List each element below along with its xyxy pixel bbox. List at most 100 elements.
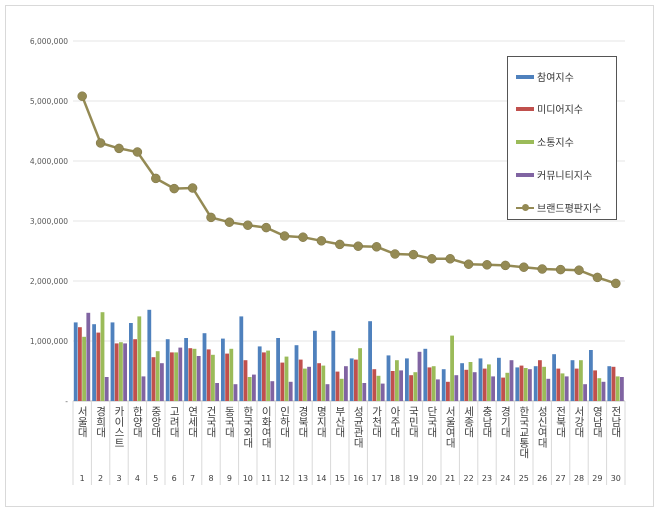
category-label: 이화여대 bbox=[260, 406, 272, 449]
line-point-7 bbox=[187, 183, 198, 193]
category-label: 서울대 bbox=[76, 406, 88, 438]
rank-label: 7 bbox=[190, 474, 195, 483]
bar-1-11 bbox=[257, 346, 262, 401]
bar-1-2 bbox=[92, 324, 96, 401]
y-tick-label: 2,000,000 bbox=[30, 277, 68, 286]
line-point-30 bbox=[611, 278, 621, 289]
rank-label: 3 bbox=[116, 474, 121, 483]
category-label: 연세대 bbox=[187, 406, 199, 438]
category-label: 동국대 bbox=[223, 406, 235, 438]
rank-label: 25 bbox=[519, 474, 529, 483]
bar-3-3 bbox=[119, 342, 123, 401]
bar-4-20 bbox=[436, 379, 440, 401]
legend-item-brand: 브랜드평판지수 bbox=[516, 200, 601, 215]
rank-label: 20 bbox=[427, 474, 437, 483]
rank-label: 12 bbox=[280, 474, 290, 483]
y-tick-label: 6,000,000 bbox=[30, 37, 68, 46]
bar-3-6 bbox=[174, 352, 178, 401]
bar-2-19 bbox=[409, 375, 413, 401]
bar-4-3 bbox=[123, 343, 127, 401]
legend-label: 커뮤니티지수 bbox=[537, 171, 593, 182]
bar-3-30 bbox=[615, 376, 620, 401]
bar-4-10 bbox=[252, 374, 256, 401]
bar-3-7 bbox=[192, 348, 197, 401]
legend: 참여지수 미디어지수 소통지수 커뮤니티지수 브랜드평판지수 bbox=[507, 56, 617, 220]
category-label: 한국외대 bbox=[242, 406, 254, 449]
legend-swatch bbox=[516, 139, 534, 144]
bar-4-14 bbox=[325, 384, 330, 401]
bar-3-11 bbox=[266, 350, 270, 401]
bar-2-22 bbox=[464, 369, 469, 401]
rank-label: 10 bbox=[243, 474, 253, 483]
line-point-24 bbox=[500, 260, 511, 271]
rank-label: 16 bbox=[353, 474, 363, 483]
line-point-11 bbox=[261, 222, 271, 233]
rank-label: 5 bbox=[153, 474, 158, 483]
bar-2-16 bbox=[354, 359, 358, 401]
bar-2-11 bbox=[262, 352, 266, 401]
bar-1-29 bbox=[589, 350, 593, 401]
legend-item-community: 커뮤니티지수 bbox=[516, 167, 592, 182]
bar-2-18 bbox=[390, 371, 395, 401]
bar-4-26 bbox=[546, 378, 551, 401]
bar-1-9 bbox=[221, 338, 225, 401]
line-point-9 bbox=[224, 217, 235, 227]
bar-3-23 bbox=[487, 364, 491, 401]
bar-2-9 bbox=[225, 353, 229, 401]
bar-3-10 bbox=[247, 377, 252, 401]
bar-1-7 bbox=[184, 338, 188, 401]
legend-swatch bbox=[516, 172, 534, 177]
rank-label: 30 bbox=[611, 474, 621, 483]
bar-1-23 bbox=[478, 358, 483, 401]
bar-4-7 bbox=[196, 356, 201, 401]
bar-1-10 bbox=[239, 316, 244, 401]
legend-item-communication: 소통지수 bbox=[516, 134, 574, 149]
bar-2-15 bbox=[335, 371, 340, 401]
bar-3-29 bbox=[597, 378, 602, 401]
rank-label: 29 bbox=[592, 474, 602, 483]
bar-2-4 bbox=[133, 339, 137, 401]
bar-3-18 bbox=[395, 360, 399, 401]
line-point-28 bbox=[574, 265, 584, 275]
category-label: 국민대 bbox=[407, 406, 419, 438]
bar-2-10 bbox=[243, 360, 248, 401]
chart-frame bbox=[5, 5, 654, 507]
legend-label: 미디어지수 bbox=[537, 105, 583, 116]
legend-swatch bbox=[516, 106, 534, 111]
category-label: 충남대 bbox=[481, 406, 493, 438]
category-label: 경기대 bbox=[499, 405, 511, 438]
category-label: 전북대 bbox=[555, 406, 567, 438]
rank-label: 6 bbox=[172, 474, 177, 483]
bar-3-15 bbox=[339, 378, 344, 401]
category-label: 서강대 bbox=[573, 406, 585, 438]
bar-4-29 bbox=[601, 381, 606, 401]
line-point-26 bbox=[537, 264, 547, 274]
rank-label: 26 bbox=[537, 474, 547, 483]
rank-label: 11 bbox=[261, 474, 271, 483]
rank-label: 15 bbox=[335, 474, 345, 483]
category-label: 카이스트 bbox=[113, 406, 125, 448]
rank-label: 18 bbox=[390, 474, 400, 483]
line-point-12 bbox=[279, 231, 290, 241]
bar-4-23 bbox=[491, 376, 495, 401]
bar-1-16 bbox=[349, 358, 354, 401]
bar-4-9 bbox=[233, 384, 238, 401]
category-label: 경북대 bbox=[297, 405, 309, 438]
bar-3-5 bbox=[155, 351, 160, 401]
line-point-10 bbox=[243, 220, 253, 230]
y-tick-label: 4,000,000 bbox=[30, 157, 68, 166]
bar-1-25 bbox=[515, 367, 520, 401]
bar-2-26 bbox=[538, 360, 542, 401]
bar-3-12 bbox=[284, 356, 289, 401]
bar-2-24 bbox=[501, 377, 505, 401]
rank-label: 19 bbox=[408, 474, 418, 483]
rank-label: 27 bbox=[556, 474, 566, 483]
line-point-20 bbox=[427, 254, 437, 264]
bar-4-12 bbox=[288, 381, 293, 401]
bar-1-5 bbox=[147, 309, 152, 401]
bar-3-24 bbox=[505, 372, 510, 401]
bar-3-25 bbox=[523, 368, 528, 401]
bar-2-3 bbox=[114, 343, 119, 401]
bar-3-4 bbox=[137, 316, 142, 401]
bar-2-29 bbox=[593, 370, 597, 401]
